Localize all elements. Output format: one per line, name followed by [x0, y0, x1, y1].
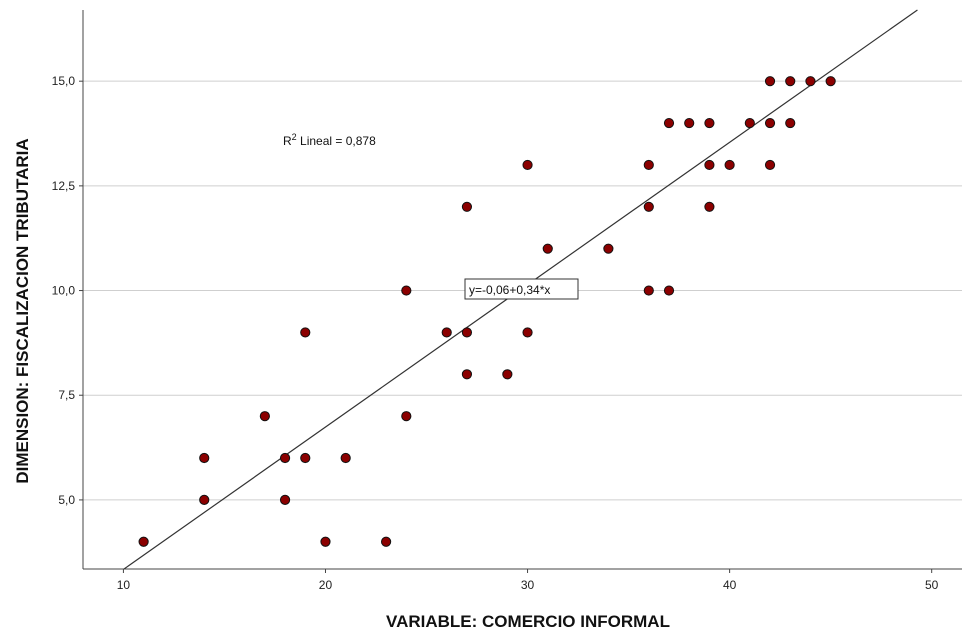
data-point — [643, 159, 654, 171]
data-point — [764, 159, 776, 171]
x-tick-labels: 10 20 30 40 50 — [117, 569, 939, 592]
x-tick-label: 50 — [925, 578, 939, 592]
data-point — [300, 452, 311, 464]
data-point — [704, 117, 715, 129]
x-tick-label: 40 — [723, 578, 737, 592]
data-point — [381, 536, 392, 547]
data-point — [724, 159, 735, 171]
x-tick-label: 10 — [117, 578, 131, 592]
data-point — [502, 369, 513, 380]
y-tick-label: 12,5 — [52, 179, 76, 193]
data-point — [542, 243, 553, 254]
data-point — [259, 411, 270, 422]
axes — [82, 10, 962, 570]
data-point — [643, 201, 654, 212]
data-point — [825, 76, 836, 87]
y-tick-labels: 5,0 7,5 10,0 12,5 15,0 — [52, 74, 76, 507]
y-tick-label: 7,5 — [58, 388, 75, 402]
y-tick-label: 15,0 — [52, 74, 76, 88]
x-tick-label: 30 — [521, 578, 535, 592]
data-point — [704, 201, 715, 212]
r2-label: R2 Lineal = 0,878 — [283, 132, 376, 148]
data-point — [764, 76, 776, 87]
data-point — [764, 117, 776, 129]
data-point — [320, 536, 331, 547]
data-point — [441, 327, 452, 338]
data-point — [461, 369, 473, 380]
data-point — [684, 117, 695, 129]
y-axis-title: DIMENSION: FISCALIZACION TRIBUTARIA — [13, 138, 32, 483]
x-axis-title: VARIABLE: COMERCIO INFORMAL — [386, 612, 670, 631]
equation-box — [464, 278, 579, 300]
data-point — [704, 159, 715, 171]
data-point — [300, 327, 311, 338]
r2-label-prefix: R — [283, 134, 292, 148]
data-point — [279, 452, 291, 464]
data-point — [643, 285, 654, 296]
data-point — [199, 494, 210, 506]
data-point — [522, 327, 533, 338]
data-point — [663, 117, 675, 129]
data-point — [401, 411, 412, 422]
data-point — [340, 452, 351, 464]
equation-label: y=-0,06+0,34*x — [464, 278, 579, 300]
data-point — [461, 327, 473, 338]
data-point — [522, 159, 533, 171]
data-point — [603, 243, 614, 254]
equation-text: y=-0,06+0,34*x — [469, 283, 550, 297]
x-tick-label: 20 — [319, 578, 333, 592]
data-point — [785, 117, 796, 129]
data-points — [138, 76, 836, 547]
r2-label-superscript: 2 — [292, 132, 297, 142]
data-point — [785, 76, 796, 87]
data-point — [138, 536, 149, 547]
y-tick-label: 10,0 — [52, 284, 76, 298]
r2-label-suffix: Lineal = 0,878 — [297, 134, 376, 148]
data-point — [401, 285, 412, 296]
data-point — [279, 494, 291, 506]
data-point — [805, 76, 816, 87]
data-point — [744, 117, 755, 129]
data-point — [461, 201, 473, 212]
y-tick-label: 5,0 — [58, 493, 75, 507]
data-point — [199, 452, 210, 464]
data-point — [663, 285, 675, 296]
